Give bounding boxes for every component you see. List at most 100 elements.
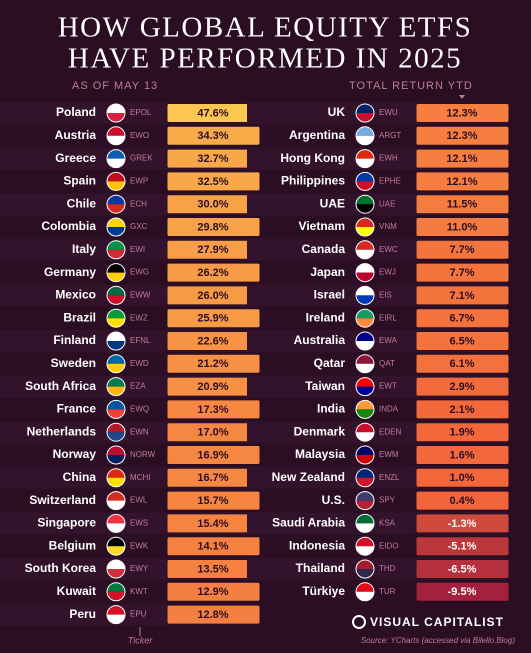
flag [107, 446, 125, 455]
flag-ring [106, 240, 126, 260]
flag-ring [355, 536, 375, 556]
country: Thailand [296, 561, 345, 575]
return-cell [415, 376, 510, 397]
flag [356, 149, 374, 159]
flag [107, 477, 125, 487]
country: Brazil [63, 310, 96, 324]
country: Peru [69, 607, 96, 621]
return-value: 12.8% [197, 609, 228, 621]
return-value: 32.5% [197, 176, 228, 188]
ticker: EWI [130, 245, 145, 254]
flag [107, 195, 125, 205]
country: Philippines [281, 174, 345, 188]
flag-ring [106, 171, 126, 191]
flag-ring [355, 399, 375, 419]
country: Japan [310, 265, 345, 279]
flag [107, 149, 125, 159]
country: Chile [67, 196, 97, 210]
flag [107, 569, 125, 578]
country: Türkiye [302, 584, 345, 598]
return-value: 26.0% [197, 290, 228, 302]
return-value: 32.7% [197, 153, 228, 165]
return-cell [415, 467, 510, 488]
flag-ring [106, 582, 126, 602]
return-cell [166, 490, 261, 511]
return-value: 12.1% [446, 153, 477, 165]
return-value: 30.0% [197, 199, 228, 211]
flag [107, 500, 125, 510]
flag [356, 377, 374, 387]
flag [107, 135, 125, 145]
return-value: 27.9% [197, 244, 228, 256]
country: Sweden [51, 356, 96, 370]
flag-ring [355, 559, 375, 579]
flag-ring [106, 445, 126, 465]
return-cell [166, 536, 261, 557]
country: Austria [55, 128, 97, 142]
ticker: EIRL [379, 313, 397, 322]
return-value: 16.7% [197, 472, 228, 484]
return-cell [166, 308, 261, 329]
return-value: 7.1% [449, 290, 474, 302]
country: Canada [302, 242, 346, 256]
return-cell [415, 331, 510, 351]
return-cell [166, 604, 261, 625]
country: Belgium [49, 538, 96, 552]
flag-ring [355, 171, 375, 191]
return-value: 11.0% [447, 221, 478, 233]
flag [107, 546, 125, 556]
ticker: EWA [379, 336, 398, 345]
flag [356, 569, 374, 578]
country: Malaysia [295, 447, 345, 461]
flag-ring [355, 513, 375, 533]
return-value: 17.0% [197, 427, 228, 439]
column-header: TOTAL RETURN YTD [349, 80, 473, 92]
flag [356, 514, 374, 524]
flag [107, 468, 125, 478]
flag [356, 491, 374, 501]
country: Finland [53, 333, 96, 347]
flag-ring [106, 126, 126, 146]
flag-ring [106, 354, 126, 374]
country: Germany [44, 265, 96, 279]
flag-ring [106, 308, 126, 328]
country: Switzerland [29, 493, 96, 507]
return-value: 0.4% [449, 495, 474, 507]
flag [356, 537, 374, 547]
flag [107, 614, 125, 624]
flag-ring [355, 354, 375, 374]
ticker: EPOL [130, 108, 152, 117]
flag-ring [355, 422, 375, 442]
ticker: EWT [379, 382, 397, 391]
country: Greece [55, 151, 96, 165]
flag [107, 423, 125, 433]
arrow [459, 95, 465, 99]
country: India [317, 402, 345, 416]
flag [356, 240, 374, 250]
ticker: EWJ [379, 268, 396, 277]
flag [107, 354, 125, 364]
flag [107, 514, 125, 524]
ticker: EWH [379, 154, 398, 163]
source: Source: YCharts (accessed via Bilello.Bl… [361, 636, 515, 645]
flag [107, 309, 125, 319]
flag [356, 477, 374, 487]
return-value: 34.3% [197, 130, 228, 142]
flag [107, 582, 125, 592]
flag [107, 104, 125, 113]
return-cell [415, 490, 510, 511]
country: Qatar [314, 356, 346, 370]
flag-ring [106, 149, 126, 169]
return-value: 7.7% [449, 244, 474, 256]
return-value: 12.3% [446, 107, 477, 119]
flag [356, 446, 374, 455]
flag [356, 195, 374, 205]
return-value: -9.5% [448, 586, 477, 598]
ticker: EDEN [379, 427, 401, 436]
flag [356, 286, 374, 296]
ticker: QAT [379, 359, 395, 368]
flag [356, 135, 374, 145]
flag-ring [106, 217, 126, 237]
return-cell [415, 171, 510, 192]
flag [356, 500, 374, 510]
